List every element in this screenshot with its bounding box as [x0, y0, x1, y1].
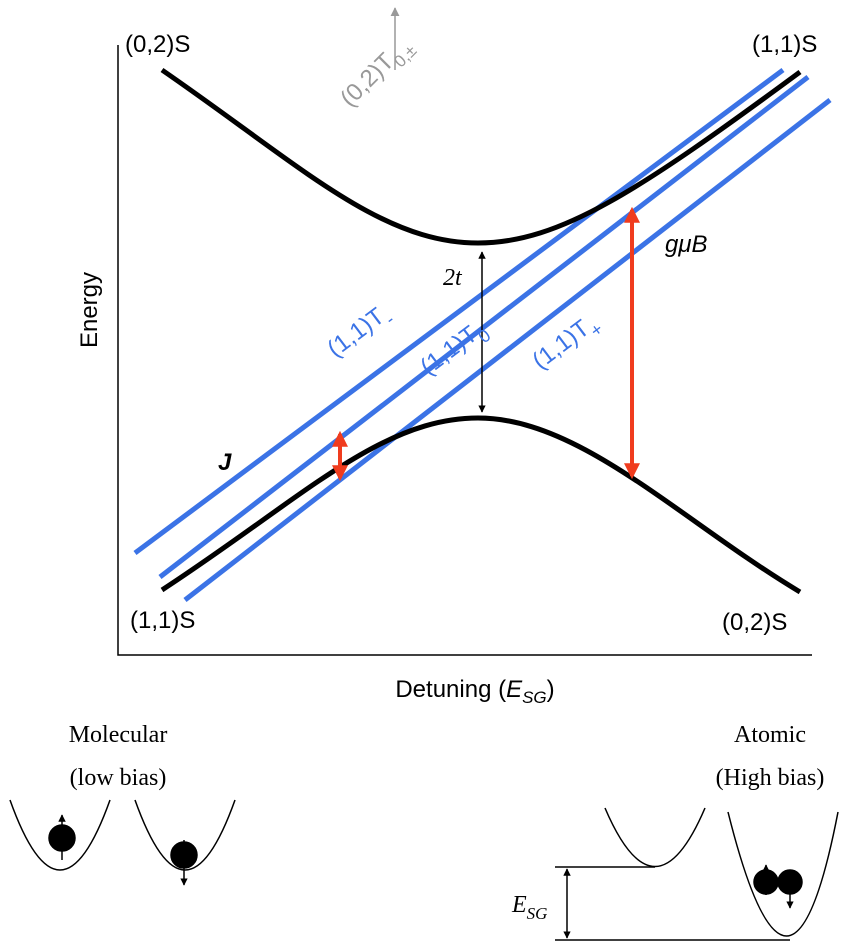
label-end: )	[547, 676, 555, 703]
y-axis-label: Energy	[76, 272, 103, 348]
triplet-label: (1,1)T-	[322, 299, 398, 367]
label-sub: SG	[527, 904, 548, 923]
exchange-label: J	[218, 449, 232, 476]
label-main: (1,1)T	[415, 321, 483, 381]
energy-label: ESG	[511, 892, 547, 923]
state-label: (0,2)T0,±	[335, 31, 420, 116]
molecular-sketch	[9, 799, 236, 886]
axes	[117, 45, 812, 656]
state-label: (1,1)S	[130, 607, 195, 634]
atomic-sketch	[555, 807, 839, 941]
molecular-title: Molecular	[69, 722, 168, 748]
atomic-subtitle: (High bias)	[716, 765, 825, 791]
label-main: Detuning (	[395, 676, 506, 703]
atomic-title: Atomic	[734, 722, 806, 748]
triplet-plus-line	[183, 98, 832, 602]
label-main: (1,1)T	[527, 315, 595, 375]
label-symbol: E	[506, 676, 523, 703]
x-axis-label: Detuning (ESG)	[395, 676, 554, 707]
zeeman-label: gμB	[665, 231, 708, 258]
triplet-zero-line	[158, 75, 810, 579]
triplet-minus-line	[133, 67, 785, 556]
label-sub: SG	[522, 688, 547, 707]
upper-singlet	[160, 67, 802, 246]
triplet-label: (1,1)T+	[527, 308, 606, 379]
state-label: (0,2)S	[125, 31, 190, 58]
molecular-subtitle: (low bias)	[70, 765, 167, 791]
label-symbol: E	[511, 892, 527, 918]
state-label: (1,1)S	[752, 31, 817, 58]
gap-label: 2t	[443, 265, 463, 291]
lower-singlet	[160, 415, 802, 595]
state-label: (0,2)S	[722, 609, 787, 636]
label-main: (1,1)T	[322, 303, 390, 363]
